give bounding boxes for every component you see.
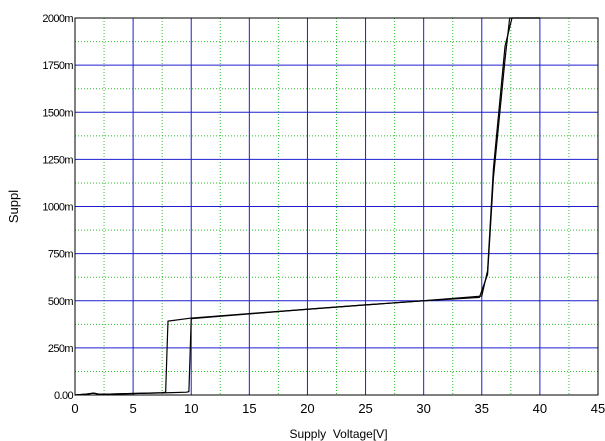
y-tick-labels: 0.00 250m 500m 750m 1000m 1250m 1500m 1750m 2000… [42, 13, 74, 402]
x-tick-label: 15 [242, 401, 256, 416]
y-tick-label: 750m [48, 249, 74, 261]
minor-grid [75, 18, 598, 395]
x-tick-label: 20 [300, 401, 314, 416]
y-tick-label: 250m [48, 343, 74, 355]
series-layer [74, 17, 540, 396]
y-tick-label: 2000m [42, 13, 73, 25]
plot-frame [74, 17, 599, 396]
x-tick-label: 35 [475, 401, 489, 416]
x-axis-label: Supply Voltage[V] [289, 427, 387, 441]
series-line-2 [74, 17, 540, 396]
x-tick-label: 30 [416, 401, 430, 416]
y-tick-label: 500m [48, 296, 74, 308]
y-tick-label: 1750m [42, 60, 73, 72]
x-tick-label: 0 [71, 401, 78, 416]
y-axis-label: Suppl [6, 190, 21, 223]
x-tick-label: 25 [358, 401, 372, 416]
major-grid [75, 18, 598, 395]
x-tick-label: 40 [533, 401, 547, 416]
y-tick-label: 1000m [42, 202, 73, 214]
x-tick-label: 5 [129, 401, 136, 416]
y-tick-label: 0.00 [54, 390, 73, 402]
x-tick-label: 45 [591, 401, 605, 416]
x-tick-labels: 0 5 10 15 20 25 30 35 40 45 [71, 401, 605, 416]
y-tick-label: 1500m [42, 107, 73, 119]
y-tick-label: 1250m [42, 154, 73, 166]
x-tick-label: 10 [184, 401, 198, 416]
